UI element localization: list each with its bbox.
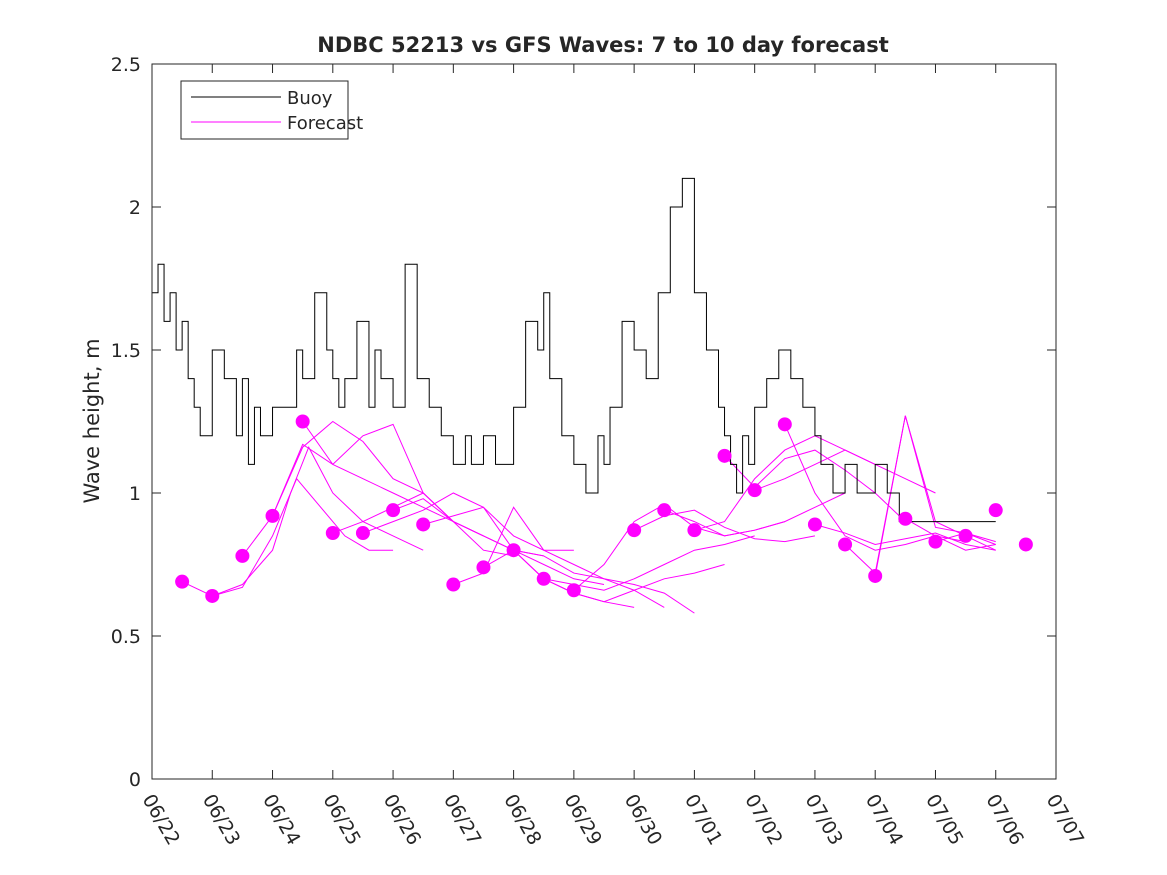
buoy-line xyxy=(152,177,996,523)
forecast-line xyxy=(453,506,665,608)
forecast-line xyxy=(212,446,424,597)
forecast-point xyxy=(868,568,883,583)
y-tick-label: 2.5 xyxy=(111,54,141,76)
forecast-point xyxy=(687,523,702,538)
forecast-point xyxy=(928,534,943,549)
forecast-point xyxy=(265,508,280,523)
forecast-point xyxy=(657,503,672,518)
forecast-point xyxy=(536,571,551,586)
forecast-line xyxy=(362,492,574,551)
forecast-point xyxy=(235,548,250,563)
forecast-point xyxy=(566,583,581,598)
forecast-point xyxy=(627,523,642,538)
forecast-point xyxy=(717,448,732,463)
y-tick-label: 2 xyxy=(129,197,141,219)
forecast-line xyxy=(905,518,996,551)
legend-label-buoy: Buoy xyxy=(287,88,333,109)
forecast-line xyxy=(664,492,846,537)
forecast-point xyxy=(777,417,792,432)
forecast-point xyxy=(355,526,370,541)
forecast-point xyxy=(807,517,822,532)
legend-label-forecast: Forecast xyxy=(287,113,363,134)
y-tick-label: 1 xyxy=(129,483,141,505)
forecast-point xyxy=(958,528,973,543)
forecast-point xyxy=(416,517,431,532)
forecast-line xyxy=(302,421,514,557)
forecast-point xyxy=(747,483,762,498)
forecast-point xyxy=(205,588,220,603)
y-tick-label: 0.5 xyxy=(111,626,141,648)
forecast-point xyxy=(446,577,461,592)
forecast-point xyxy=(988,503,1003,518)
forecast-point xyxy=(506,543,521,558)
y-tick-label: 0 xyxy=(129,769,141,791)
plot-frame xyxy=(151,63,1057,780)
forecast-line xyxy=(814,523,996,551)
plot-area xyxy=(152,177,1033,614)
forecast-point xyxy=(838,537,853,552)
forecast-line xyxy=(754,449,936,494)
forecast-point xyxy=(476,560,491,575)
forecast-point xyxy=(295,414,310,429)
forecast-line xyxy=(392,498,605,586)
forecast-point xyxy=(175,574,190,589)
chart-title: NDBC 52213 vs GFS Waves: 7 to 10 day for… xyxy=(317,33,888,57)
legend-box xyxy=(180,80,349,140)
forecast-point xyxy=(1018,537,1033,552)
legend: Buoy Forecast xyxy=(180,80,363,140)
forecast-point xyxy=(325,526,340,541)
forecast-point xyxy=(386,503,401,518)
y-axis-label: Wave height, m xyxy=(80,338,104,503)
forecast-point xyxy=(898,511,913,526)
y-tick-label: 1.5 xyxy=(111,340,141,362)
forecast-line xyxy=(874,415,996,577)
